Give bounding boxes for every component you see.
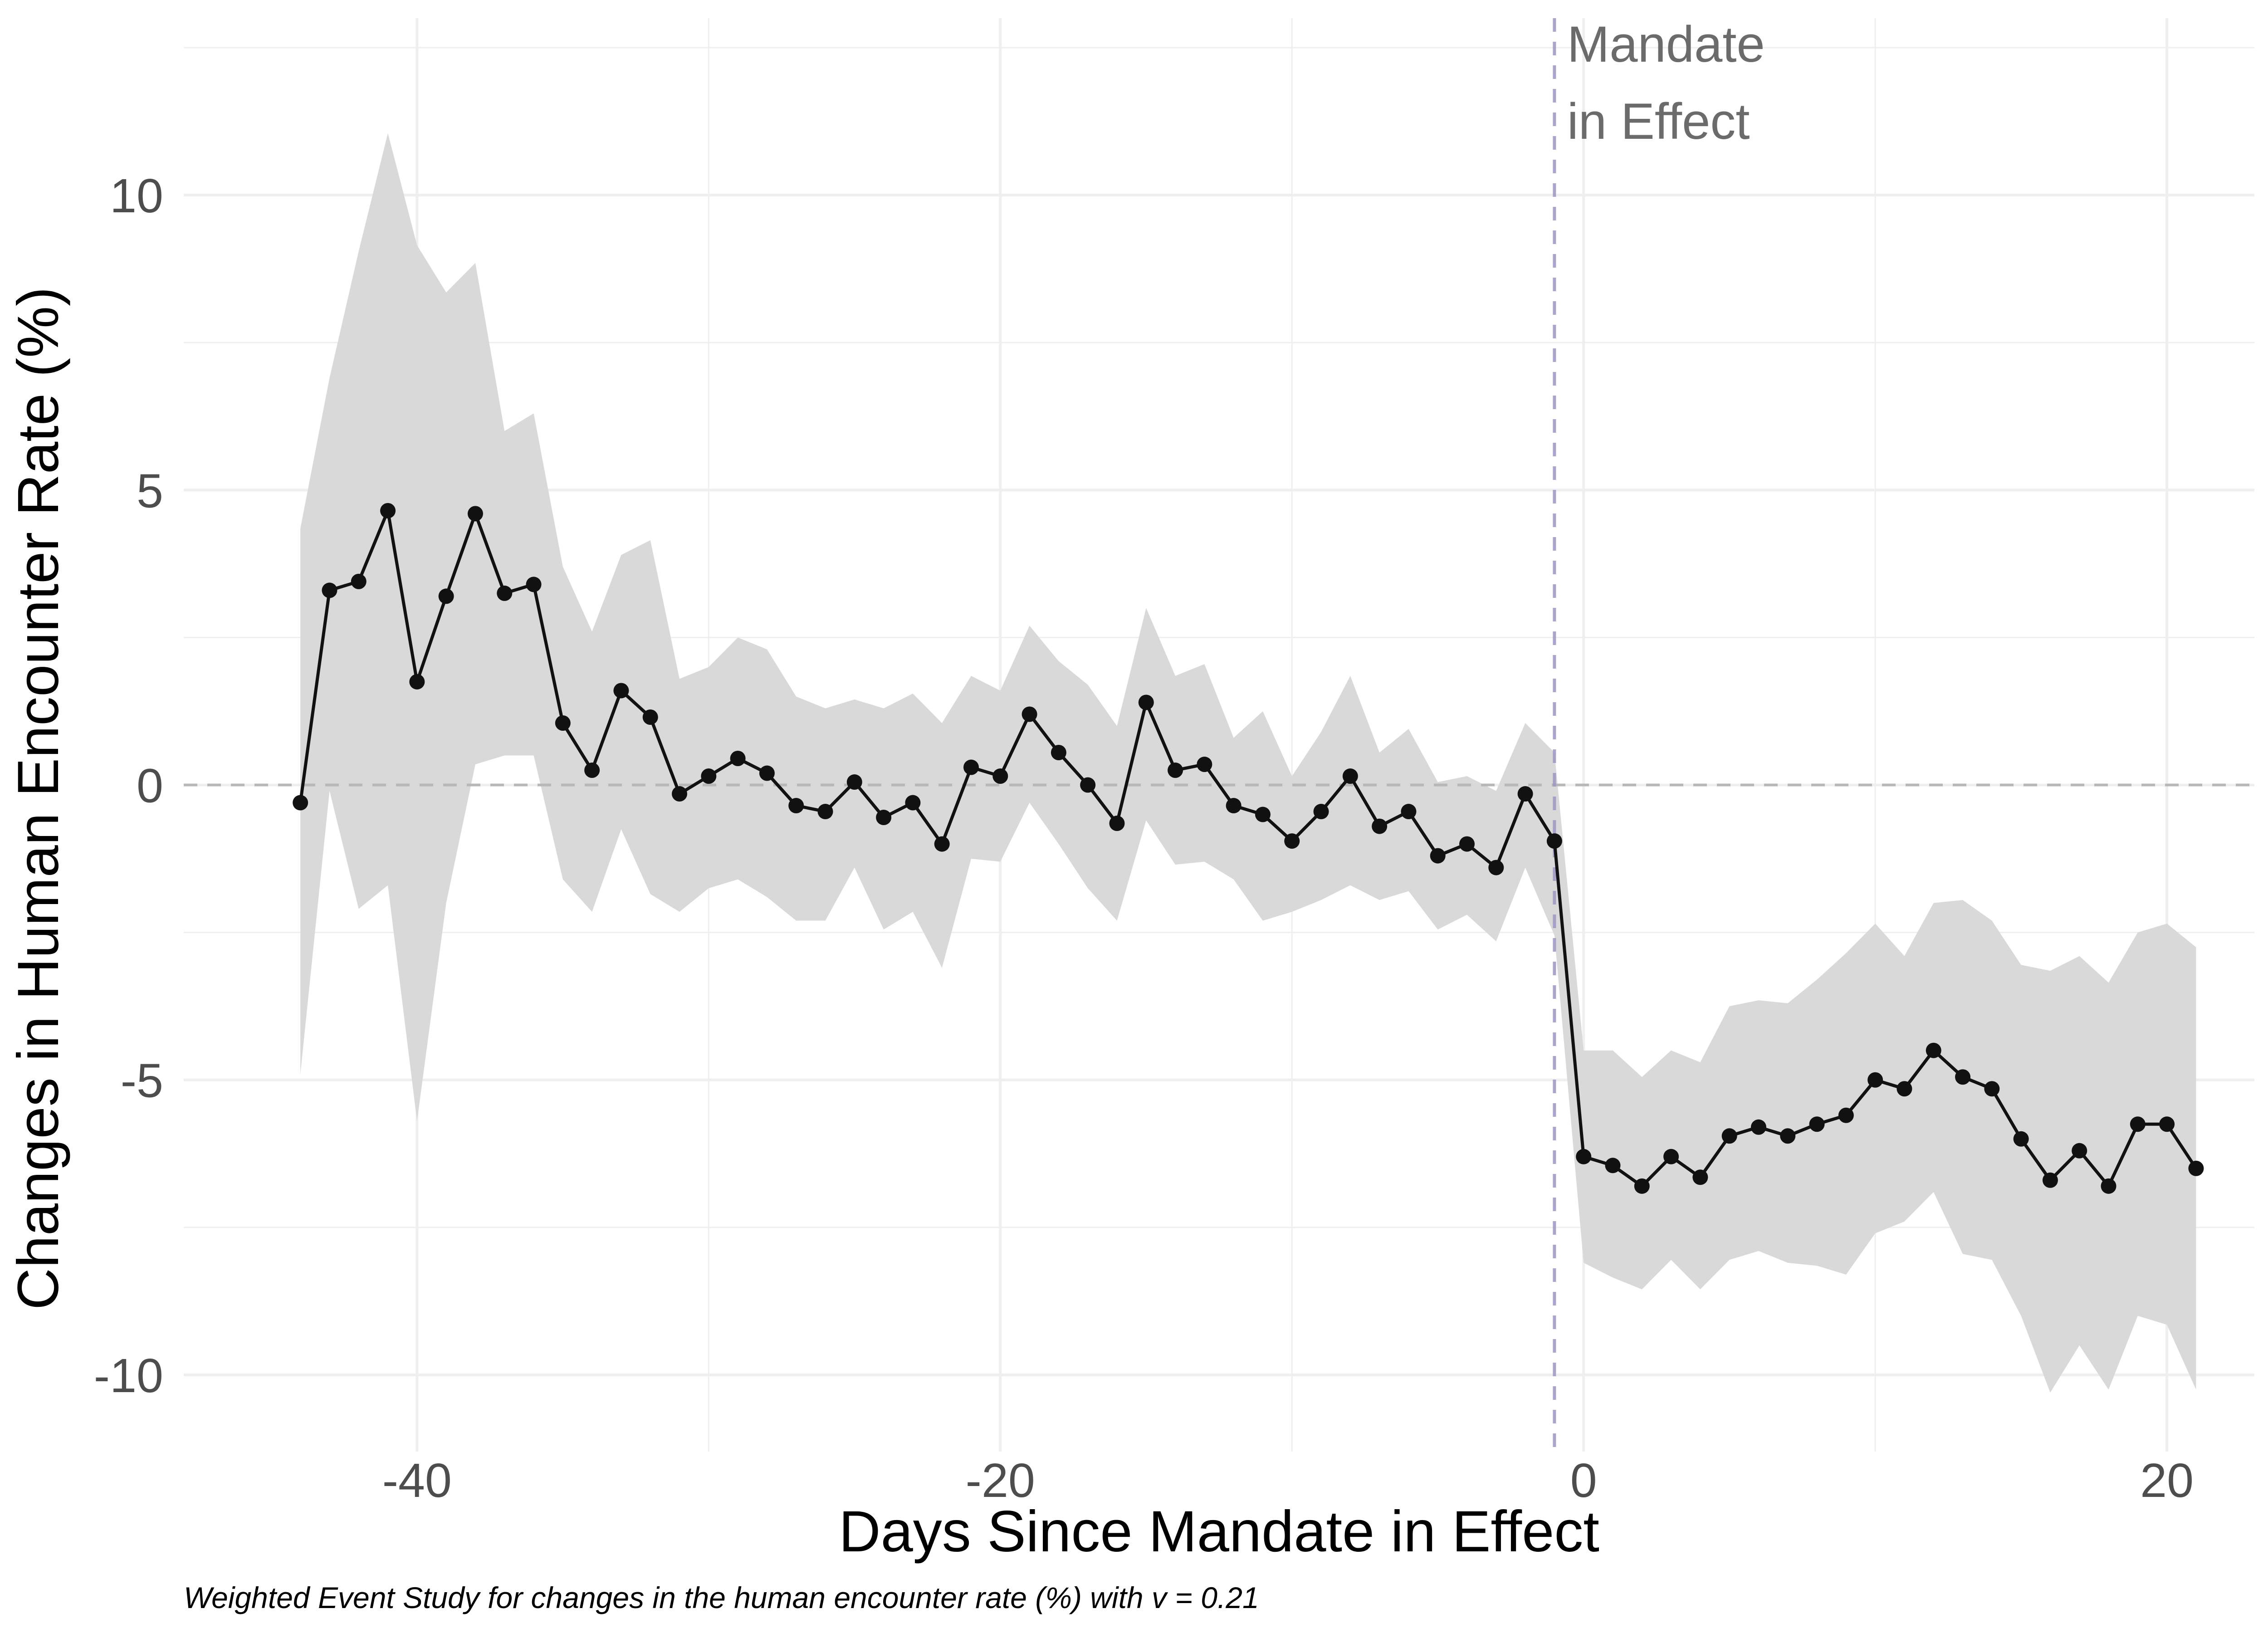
data-point [351, 573, 367, 589]
data-point [2188, 1160, 2204, 1176]
data-point [613, 683, 629, 699]
data-point [1430, 848, 1446, 864]
data-point [467, 506, 483, 522]
x-tick-label: 20 [2140, 1454, 2194, 1507]
y-tick-labels: -10 -5 0 5 10 [94, 169, 163, 1403]
data-point [1546, 833, 1562, 849]
y-tick-label: 0 [137, 759, 163, 813]
data-point [2159, 1116, 2175, 1132]
data-point [1897, 1081, 1912, 1097]
data-point [992, 768, 1008, 784]
data-point [1663, 1149, 1679, 1164]
data-point [1051, 745, 1066, 761]
data-point [1576, 1149, 1592, 1164]
data-point [876, 810, 892, 826]
x-tick-labels: -40 -20 0 20 [382, 1454, 2194, 1507]
data-point [759, 765, 775, 781]
data-point [1605, 1158, 1621, 1173]
data-point [1634, 1178, 1650, 1194]
data-point [1780, 1128, 1796, 1144]
data-point [2072, 1143, 2087, 1159]
data-point [584, 763, 600, 778]
data-point [555, 715, 571, 731]
data-point [1138, 694, 1154, 710]
x-tick-label: -20 [966, 1454, 1035, 1507]
data-point [1517, 786, 1533, 802]
y-tick-label: 5 [137, 464, 163, 518]
data-point [963, 759, 979, 775]
data-point [1226, 798, 1242, 814]
x-axis-title: Days Since Mandate in Effect [839, 1499, 1599, 1564]
data-point [1867, 1072, 1883, 1088]
data-point [701, 768, 717, 784]
data-point [934, 836, 950, 852]
data-point [730, 751, 746, 767]
data-point [1926, 1042, 1941, 1058]
data-point [846, 774, 862, 790]
data-point [526, 577, 542, 592]
data-point [409, 674, 425, 689]
y-tick-label: -10 [94, 1349, 163, 1403]
data-point [642, 709, 658, 725]
data-point [1255, 807, 1271, 822]
data-point [2013, 1131, 2029, 1147]
x-tick-label: -40 [382, 1454, 452, 1507]
confidence-ribbon [300, 133, 2196, 1393]
data-point [1313, 804, 1329, 820]
data-point [817, 804, 833, 820]
data-point [672, 786, 688, 802]
data-point [1984, 1081, 2000, 1097]
data-point [2101, 1178, 2116, 1194]
data-point [1838, 1107, 1854, 1123]
data-point [905, 795, 921, 811]
data-point [1721, 1128, 1737, 1144]
data-point [1372, 818, 1388, 834]
data-point [1488, 860, 1504, 875]
y-axis-title: Changes in Human Encounter Rate (%) [6, 287, 71, 1310]
y-tick-label: -5 [121, 1054, 163, 1108]
data-point [1809, 1116, 1825, 1132]
data-point [1284, 833, 1300, 849]
data-point [1401, 804, 1417, 820]
data-point [2130, 1116, 2146, 1132]
data-point [1080, 777, 1096, 793]
mandate-annotation: Mandate in Effect [1567, 16, 1765, 150]
mandate-annotation-line: in Effect [1567, 93, 1750, 150]
data-point [322, 582, 337, 598]
data-point [2042, 1172, 2058, 1188]
data-point [497, 585, 513, 601]
data-point [1168, 763, 1183, 778]
data-point [1022, 706, 1037, 722]
data-point [380, 503, 396, 518]
data-point [788, 798, 804, 814]
chart-caption: Weighted Event Study for changes in the … [184, 1581, 1259, 1614]
data-point [1459, 836, 1475, 852]
data-point [1342, 768, 1358, 784]
data-point [438, 588, 454, 604]
data-point [1692, 1169, 1708, 1185]
data-point [1750, 1119, 1766, 1135]
mandate-annotation-line: Mandate [1567, 16, 1765, 73]
data-point [1955, 1069, 1971, 1085]
data-point [1109, 816, 1125, 831]
data-points [293, 503, 2204, 1194]
y-tick-label: 10 [110, 169, 163, 223]
x-tick-label: 0 [1570, 1454, 1597, 1507]
data-point [293, 795, 308, 811]
data-point [1197, 757, 1212, 772]
